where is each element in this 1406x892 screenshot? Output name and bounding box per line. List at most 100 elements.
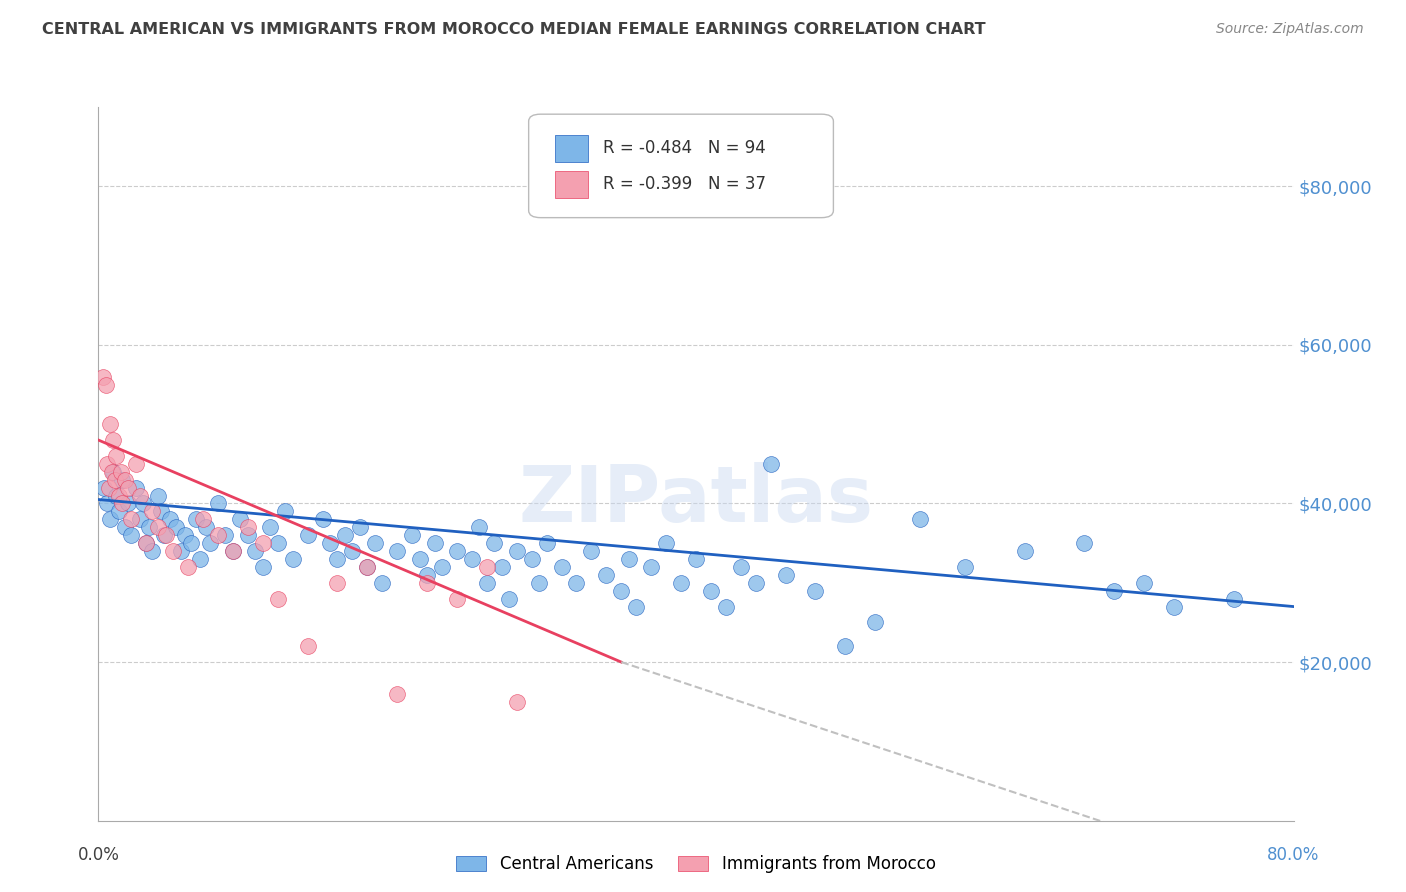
Point: [468, 520, 491, 534]
Text: CENTRAL AMERICAN VS IMMIGRANTS FROM MOROCCO MEDIAN FEMALE EARNINGS CORRELATION C: CENTRAL AMERICAN VS IMMIGRANTS FROM MORO…: [42, 22, 986, 37]
Point: [281, 552, 304, 566]
Point: [610, 583, 633, 598]
Point: [155, 528, 177, 542]
Point: [236, 520, 259, 534]
Point: [141, 504, 163, 518]
Point: [267, 591, 290, 606]
Point: [153, 528, 176, 542]
Point: [319, 536, 342, 550]
Point: [105, 449, 128, 463]
Point: [135, 536, 157, 550]
Point: [177, 560, 200, 574]
Point: [520, 552, 543, 566]
Point: [371, 575, 394, 590]
Point: [446, 544, 468, 558]
Point: [103, 465, 125, 479]
Text: 0.0%: 0.0%: [77, 846, 120, 863]
Point: [506, 544, 529, 558]
Point: [120, 528, 142, 542]
Point: [93, 481, 115, 495]
Point: [550, 560, 572, 574]
Point: [120, 512, 142, 526]
Point: [129, 512, 152, 526]
Point: [117, 481, 139, 495]
Point: [159, 512, 181, 526]
Point: [125, 457, 148, 471]
Point: [484, 536, 506, 550]
Point: [101, 465, 124, 479]
Point: [714, 599, 737, 614]
Point: [416, 567, 439, 582]
Legend: Central Americans, Immigrants from Morocco: Central Americans, Immigrants from Moroc…: [450, 849, 942, 880]
Text: R = -0.484   N = 94: R = -0.484 N = 94: [603, 139, 765, 157]
Point: [364, 536, 387, 550]
Point: [669, 575, 692, 590]
Point: [114, 520, 136, 534]
Point: [165, 520, 187, 534]
Point: [326, 575, 349, 590]
Point: [527, 575, 550, 590]
Point: [252, 536, 274, 550]
Point: [730, 560, 752, 574]
Point: [834, 639, 856, 653]
Point: [475, 560, 498, 574]
Point: [804, 583, 827, 598]
Point: [617, 552, 640, 566]
Point: [94, 377, 117, 392]
Point: [105, 489, 128, 503]
Point: [174, 528, 197, 542]
FancyBboxPatch shape: [529, 114, 834, 218]
Point: [342, 544, 364, 558]
Point: [775, 567, 797, 582]
Point: [745, 575, 768, 590]
Point: [349, 520, 371, 534]
Point: [148, 489, 170, 503]
Text: R = -0.399   N = 37: R = -0.399 N = 37: [603, 175, 766, 193]
Point: [252, 560, 274, 574]
Point: [267, 536, 290, 550]
Point: [461, 552, 484, 566]
Text: ZIPatlas: ZIPatlas: [519, 461, 873, 538]
Point: [408, 552, 430, 566]
Point: [297, 639, 319, 653]
Point: [148, 520, 170, 534]
Point: [117, 496, 139, 510]
Point: [640, 560, 662, 574]
Point: [311, 512, 333, 526]
Point: [207, 528, 229, 542]
Point: [498, 591, 520, 606]
Point: [446, 591, 468, 606]
Point: [108, 489, 131, 503]
Point: [685, 552, 707, 566]
Point: [103, 433, 125, 447]
Point: [141, 544, 163, 558]
Point: [100, 512, 122, 526]
Point: [200, 536, 222, 550]
Point: [356, 560, 378, 574]
Point: [104, 473, 127, 487]
Point: [111, 473, 134, 487]
Point: [169, 544, 191, 558]
Point: [326, 552, 349, 566]
Point: [180, 536, 202, 550]
Point: [581, 544, 603, 558]
Point: [565, 575, 588, 590]
Point: [401, 528, 423, 542]
Point: [416, 575, 439, 590]
Point: [356, 560, 378, 574]
Point: [953, 560, 976, 574]
Point: [430, 560, 453, 574]
Point: [195, 520, 218, 534]
Point: [207, 496, 229, 510]
Point: [110, 465, 132, 479]
Point: [188, 552, 211, 566]
Point: [125, 481, 148, 495]
Point: [423, 536, 446, 550]
Point: [96, 457, 118, 471]
Text: 80.0%: 80.0%: [1267, 846, 1320, 863]
Point: [475, 575, 498, 590]
Bar: [555, 170, 589, 198]
Point: [97, 481, 120, 495]
Point: [626, 599, 648, 614]
Point: [333, 528, 356, 542]
